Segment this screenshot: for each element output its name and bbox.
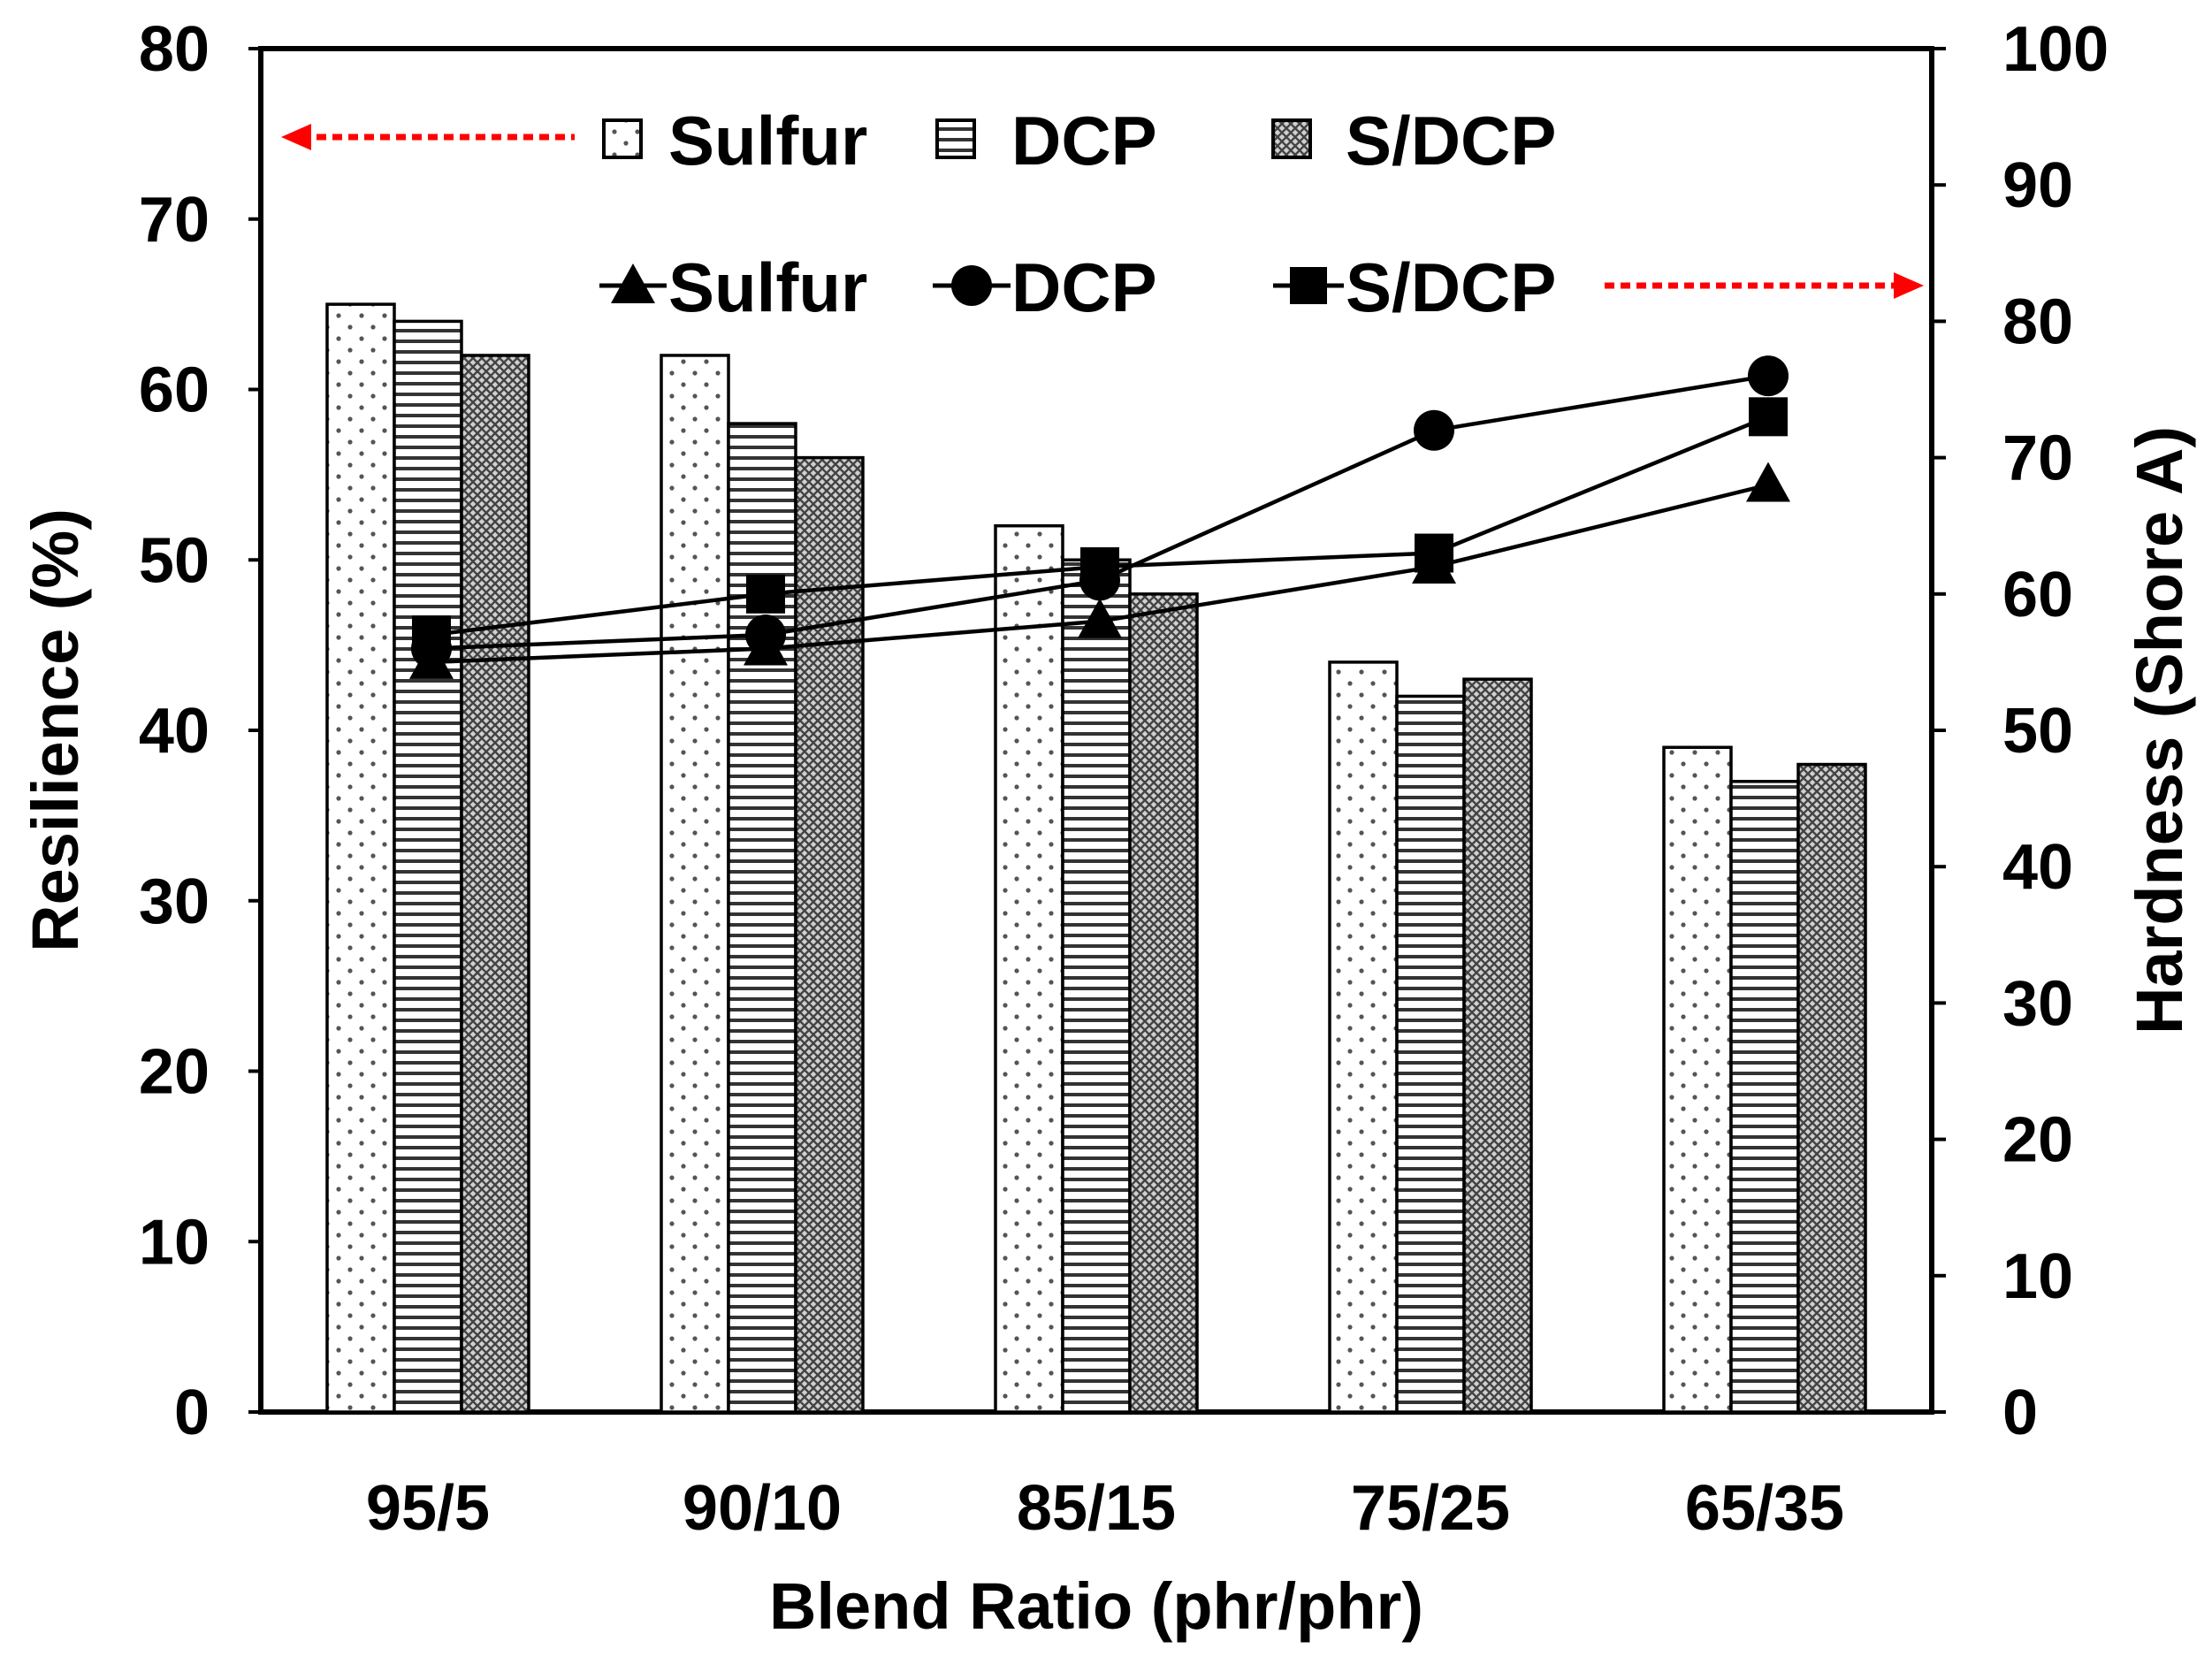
x-tick-label-2: 85/15 xyxy=(1017,1473,1176,1544)
legend-label-sdcp-line: S/DCP xyxy=(1346,248,1556,326)
x-axis-title: Blend Ratio (phr/phr) xyxy=(769,1569,1423,1643)
left-tick-label-0: 0 xyxy=(174,1378,210,1448)
left-tick-label-3: 30 xyxy=(139,866,210,937)
legend-square-marker-icon xyxy=(1290,267,1327,304)
bar-sulfur-3 xyxy=(1328,660,1399,1414)
legend-right-arrowhead-icon xyxy=(1894,272,1924,299)
left-tick-label-8: 80 xyxy=(139,14,210,85)
x-tick-label-4: 65/35 xyxy=(1685,1473,1844,1544)
left-tick-label-5: 50 xyxy=(139,525,210,596)
bar-dcp-2 xyxy=(1061,558,1132,1414)
left-tick-label-4: 40 xyxy=(139,696,210,767)
bar-sulfur-2 xyxy=(994,523,1064,1414)
legend-left-arrowhead-icon xyxy=(281,124,311,150)
legend-triangle-marker-icon xyxy=(611,263,655,303)
bar-dcp-1 xyxy=(727,422,797,1414)
right-tick-label-7: 70 xyxy=(2002,424,2073,494)
left-tick-label-2: 20 xyxy=(139,1037,210,1108)
legend-label-dcp-bar: DCP xyxy=(1011,102,1157,179)
bar-sulfur-0 xyxy=(325,302,396,1414)
marker-sdcp-2 xyxy=(1080,546,1119,586)
marker-sdcp-1 xyxy=(746,574,785,614)
right-tick-label-3: 30 xyxy=(2002,968,2073,1039)
ticks-layer: 0 10 20 30 40 50 60 70 80 0 10 20 30 40 50 60 70 80 90 100 9… xyxy=(139,14,2109,1544)
right-tick-label-1: 10 xyxy=(2002,1241,2073,1312)
bar-sdcp-1 xyxy=(794,455,865,1414)
bar-sdcp-3 xyxy=(1462,677,1533,1414)
bar-sdcp-4 xyxy=(1796,762,1867,1414)
bars-layer xyxy=(325,302,1867,1414)
marker-sdcp-0 xyxy=(412,615,451,655)
legend-swatch-dcp-bar xyxy=(935,118,976,159)
bar-sulfur-4 xyxy=(1662,745,1733,1414)
right-tick-label-9: 90 xyxy=(2002,150,2073,221)
left-axis-title: Resilience (%) xyxy=(19,508,92,952)
marker-sulfur-4 xyxy=(1746,462,1790,502)
marker-dcp-4 xyxy=(1748,355,1789,397)
x-tick-label-1: 90/10 xyxy=(683,1473,842,1544)
legend-lines: Sulfur DCP S/DCP xyxy=(599,248,1924,326)
bar-sulfur-1 xyxy=(660,354,730,1414)
bar-dcp-3 xyxy=(1395,694,1466,1414)
left-tick-label-7: 70 xyxy=(139,185,210,256)
x-tick-label-0: 95/5 xyxy=(366,1473,490,1544)
bar-sdcp-2 xyxy=(1128,592,1199,1414)
legend-circle-marker-icon xyxy=(951,265,992,306)
marker-dcp-3 xyxy=(1414,409,1454,451)
left-tick-label-6: 60 xyxy=(139,355,210,426)
bar-dcp-0 xyxy=(393,319,463,1414)
legend-label-sulfur-line: Sulfur xyxy=(668,248,867,326)
marker-sulfur-2 xyxy=(1078,598,1122,638)
marker-sdcp-4 xyxy=(1749,397,1788,437)
left-tick-label-1: 10 xyxy=(139,1207,210,1278)
right-axis-title: Hardness (Shore A) xyxy=(2123,426,2196,1034)
right-tick-label-0: 0 xyxy=(2002,1378,2038,1448)
x-tick-label-3: 75/25 xyxy=(1351,1473,1510,1544)
right-tick-label-6: 60 xyxy=(2002,560,2073,630)
bar-dcp-4 xyxy=(1729,780,1800,1414)
legend-bars: Sulfur DCP S/DCP xyxy=(281,102,1556,179)
legend-swatch-sdcp-bar xyxy=(1271,118,1312,159)
legend-label-sulfur-bar: Sulfur xyxy=(668,102,867,179)
right-tick-label-8: 80 xyxy=(2002,286,2073,357)
lines-layer xyxy=(409,355,1790,679)
legend-swatch-sulfur-bar xyxy=(602,118,643,159)
bar-sdcp-0 xyxy=(460,354,530,1414)
right-tick-label-2: 20 xyxy=(2002,1105,2073,1176)
right-tick-label-10: 100 xyxy=(2002,14,2109,85)
right-tick-label-5: 50 xyxy=(2002,696,2073,767)
right-tick-label-4: 40 xyxy=(2002,832,2073,903)
legend-label-dcp-line: DCP xyxy=(1011,248,1157,326)
marker-dcp-1 xyxy=(745,614,786,656)
marker-sdcp-3 xyxy=(1415,533,1453,573)
legend-label-sdcp-bar: S/DCP xyxy=(1346,102,1556,179)
